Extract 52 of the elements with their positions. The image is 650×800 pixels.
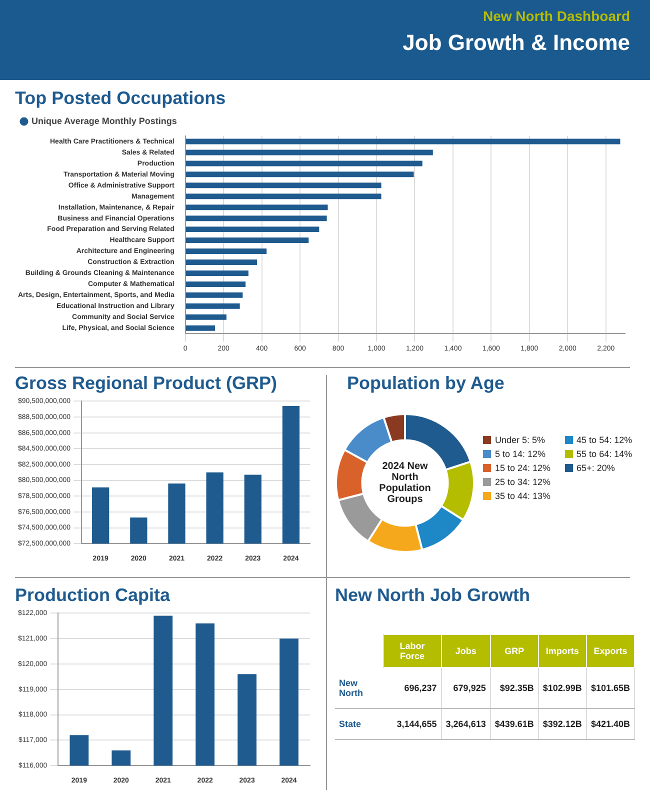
bar [186, 260, 258, 265]
bar [186, 216, 327, 222]
chart-title: Top Posted Occupations [15, 88, 227, 109]
legend-label: 5 to 14: 12% [494, 449, 547, 459]
bar [186, 281, 246, 287]
bar [186, 303, 240, 309]
category-label: Exports [586, 634, 634, 668]
bar [186, 314, 226, 320]
bar [186, 172, 414, 178]
text: $392.12B [542, 718, 582, 728]
category-label: Imports [538, 634, 586, 668]
legend-label: 35 to 44: 13% [494, 491, 551, 501]
legend-label: Unique Average Monthly Postings [32, 116, 177, 126]
text: 3,264,613 [446, 718, 486, 728]
legend-label: 15 to 24: 12% [494, 463, 551, 473]
bar [186, 204, 328, 210]
legend-label: 25 to 34: 12% [494, 477, 551, 487]
text: $102.99B [542, 682, 582, 693]
bar [186, 325, 215, 331]
chart-title: Gross Regional Product (GRP) [15, 373, 278, 394]
text: New North Dashboard [482, 8, 630, 24]
category-label: State [339, 718, 362, 728]
text: $439.61B [494, 718, 534, 728]
text: $101.65B [590, 682, 630, 693]
text: 679,925 [453, 682, 486, 693]
chart-title: Population by Age [346, 373, 506, 394]
category-label: GRP [490, 634, 538, 668]
legend-label: 65+: 20% [576, 463, 616, 473]
bar [186, 226, 320, 232]
bar [186, 238, 309, 244]
legend-label: 45 to 54: 12% [576, 435, 632, 445]
text: 2024 New North Population Groups [378, 461, 432, 505]
bar [186, 138, 620, 144]
bar [186, 194, 382, 200]
legend-label: Under 5: 5% [494, 435, 546, 445]
bar [186, 160, 422, 166]
text: New North Job Growth [335, 585, 531, 606]
category-label: Labor Force [383, 634, 442, 668]
chart-title: Production Capita [15, 585, 172, 606]
bar [186, 182, 382, 188]
category-label: Jobs [441, 634, 490, 668]
text: Job Growth & Income [402, 30, 630, 56]
bar [186, 270, 248, 276]
legend-label: 55 to 64: 14% [576, 449, 632, 459]
category-label: New North [339, 678, 363, 698]
text: $421.40B [590, 718, 630, 728]
text: 3,144,655 [396, 718, 437, 728]
bar [186, 150, 433, 156]
text: $92.35B [500, 682, 534, 693]
bar [186, 248, 267, 254]
text: 696,237 [404, 682, 437, 693]
bar [186, 292, 243, 298]
